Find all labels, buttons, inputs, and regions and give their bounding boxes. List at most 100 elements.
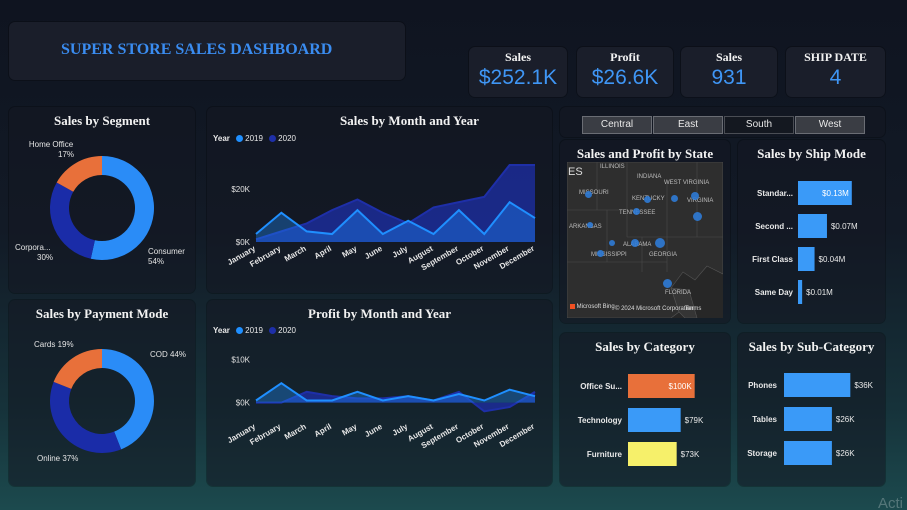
- value-label: $100K: [669, 382, 693, 391]
- series-line-2019: [255, 381, 536, 402]
- value-label: $0.13M: [822, 189, 849, 198]
- map-bubble[interactable]: [587, 222, 593, 228]
- kpi-label: Sales: [504, 50, 531, 64]
- value-label: $0.01M: [806, 288, 833, 297]
- legend-dot-2019: [236, 327, 244, 334]
- map-label: MISSOURI: [579, 190, 609, 196]
- legend-dot-2019: [236, 135, 244, 142]
- x-tick-label: April: [313, 422, 333, 439]
- dashboard-title: SUPER STORE SALES DASHBOARD: [61, 41, 333, 58]
- x-tick-label: April: [313, 244, 333, 261]
- chart-title: Sales by Payment Mode: [35, 306, 169, 321]
- category-bar-chart[interactable]: Office Su... $100K Technology $79K Furniture…: [560, 333, 730, 486]
- map-bubble[interactable]: [633, 208, 640, 215]
- segment-chart-panel: Sales by Segment Home Office 17% Corpora.…: [9, 107, 195, 293]
- ship-mode-chart-panel: Sales by Ship Mode Standar... $0.13M Secon…: [738, 140, 885, 323]
- payment-donut-chart[interactable]: [9, 300, 195, 486]
- map-bubble[interactable]: [631, 239, 639, 247]
- series-line-2019: [255, 200, 536, 236]
- slice-label-consumer: Consumer 54%: [148, 247, 185, 266]
- segment-donut-chart[interactable]: [9, 107, 195, 293]
- category-label: Storage: [747, 449, 777, 458]
- map-copyright: © 2024 Microsoft Corporation: [615, 306, 694, 312]
- map-label: INDIANA: [637, 174, 662, 180]
- x-tick-label: June: [363, 244, 384, 261]
- category-chart-panel: Sales by Category Office Su... $100K Techn…: [560, 333, 730, 486]
- legend-dot-2020: [269, 327, 277, 334]
- series-line-2020: [256, 390, 536, 413]
- watermark-text: Acti: [877, 495, 903, 510]
- chart-title: Sales by Ship Mode: [757, 146, 866, 161]
- category-label: First Class: [752, 255, 793, 264]
- region-tile-central[interactable]: Central: [582, 116, 652, 134]
- payment-chart-panel: Sales by Payment Mode Cards 19% COD 44% …: [9, 300, 195, 486]
- bar: [784, 441, 832, 465]
- map-bubble[interactable]: [671, 195, 678, 202]
- state-map[interactable]: ILLINOIS INDIANA MISSOURI KENTUCKY WEST …: [567, 162, 723, 318]
- map-bubble[interactable]: [644, 196, 651, 203]
- map-label: ES: [568, 166, 583, 178]
- map-bubble[interactable]: [609, 240, 615, 246]
- map-bubble[interactable]: [655, 238, 665, 248]
- profit-month-legend: Year 2019 2020: [213, 326, 296, 335]
- chart-title: Sales by Sub-Category: [748, 339, 875, 354]
- map-label: FLORIDA: [665, 290, 692, 296]
- value-label: $36K: [854, 381, 873, 390]
- chart-title: Sales and Profit by State: [576, 146, 714, 161]
- map-attribution: Microsoft Bing: [570, 304, 615, 310]
- bar: [784, 373, 851, 397]
- donut-slice: [90, 156, 154, 260]
- bar: [628, 442, 677, 466]
- kpi-card-sales[interactable]: Sales $252.1K: [469, 47, 567, 97]
- category-label: Office Su...: [580, 382, 622, 391]
- bar: [798, 181, 852, 205]
- chart-title: Sales by Segment: [53, 113, 151, 128]
- region-tile-east[interactable]: East: [653, 116, 723, 134]
- area-fill-2019: [256, 383, 535, 403]
- bar: [784, 407, 832, 431]
- bar: [798, 280, 803, 304]
- kpi-card-ship-date[interactable]: SHIP DATE 4: [786, 47, 885, 97]
- map-bubble[interactable]: [691, 192, 699, 200]
- kpi-value: 4: [829, 66, 842, 89]
- region-tile-west[interactable]: West: [795, 116, 865, 134]
- kpi-label: Sales: [715, 50, 742, 64]
- kpi-value: 931: [711, 66, 747, 89]
- map-bubble[interactable]: [693, 212, 702, 221]
- kpi-label: SHIP DATE: [804, 50, 867, 64]
- value-label: $26K: [836, 415, 855, 424]
- x-tick-label: March: [283, 244, 308, 264]
- map-bubble[interactable]: [585, 191, 592, 198]
- x-tick-label: June: [363, 422, 384, 439]
- region-tile-south[interactable]: South: [724, 116, 794, 134]
- donut-slice: [49, 182, 95, 259]
- chart-title: Profit by Month and Year: [308, 306, 451, 321]
- map-bubble[interactable]: [663, 279, 672, 288]
- kpi-card-sales-count[interactable]: Sales 931: [681, 47, 777, 97]
- donut-slice: [102, 349, 155, 450]
- value-label: $0.07M: [831, 222, 858, 231]
- map-bubble[interactable]: [597, 250, 604, 257]
- subcategory-bar-chart[interactable]: Phones $36K Tables $26K Storage $26K: [738, 333, 885, 486]
- chart-title: Sales by Month and Year: [340, 113, 479, 128]
- map-label: ILLINOIS: [600, 164, 625, 170]
- map-label: ARKANSAS: [569, 224, 602, 230]
- category-label: Phones: [748, 381, 777, 390]
- kpi-label: Profit: [610, 50, 640, 64]
- kpi-card-profit[interactable]: Profit $26.6K: [577, 47, 673, 97]
- bar: [798, 214, 827, 238]
- chart-title: Sales by Category: [595, 339, 695, 354]
- profit-month-chart-panel: Profit by Month and Year Year 2019 2020 …: [207, 300, 552, 486]
- series-line-2020: [255, 163, 535, 241]
- slice-label-cards: Cards 19%: [34, 340, 74, 349]
- ship-mode-bar-chart[interactable]: Standar... $0.13M Second ... $0.07M First Cl…: [738, 140, 885, 323]
- y-tick-label: $0K: [236, 238, 251, 247]
- sales-month-legend: Year 2019 2020: [213, 134, 296, 143]
- kpi-value: $252.1K: [478, 66, 558, 89]
- y-tick-label: $0K: [236, 399, 251, 408]
- x-tick-label: May: [340, 244, 358, 260]
- map-terms-link[interactable]: Terms: [685, 306, 702, 312]
- dashboard-title-box: SUPER STORE SALES DASHBOARD: [9, 22, 405, 80]
